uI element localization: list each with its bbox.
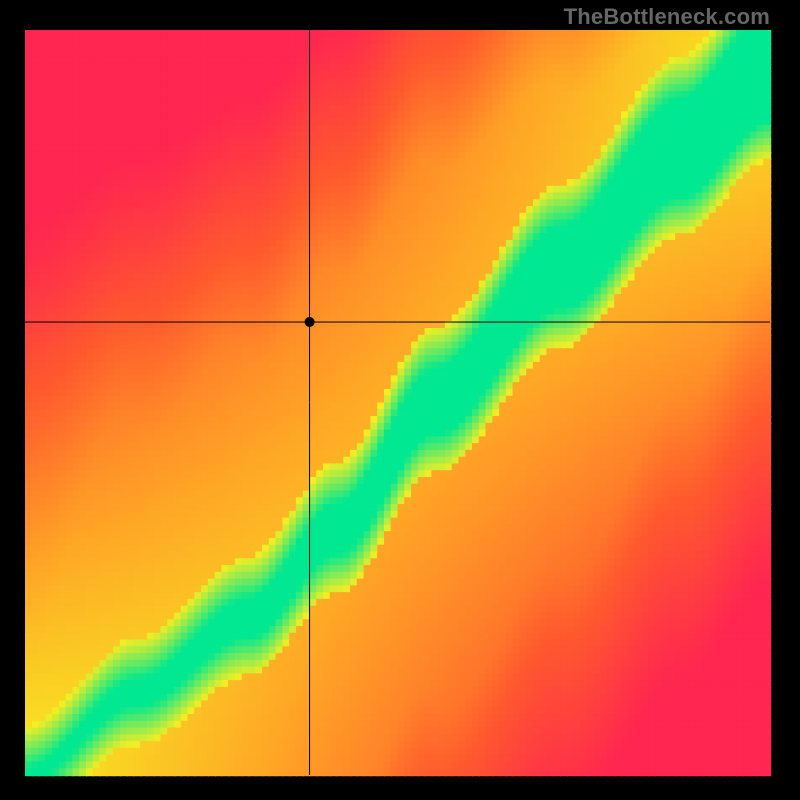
chart-frame: TheBottleneck.com bbox=[0, 0, 800, 800]
heatmap-canvas bbox=[0, 0, 800, 800]
watermark-text: TheBottleneck.com bbox=[564, 4, 770, 30]
